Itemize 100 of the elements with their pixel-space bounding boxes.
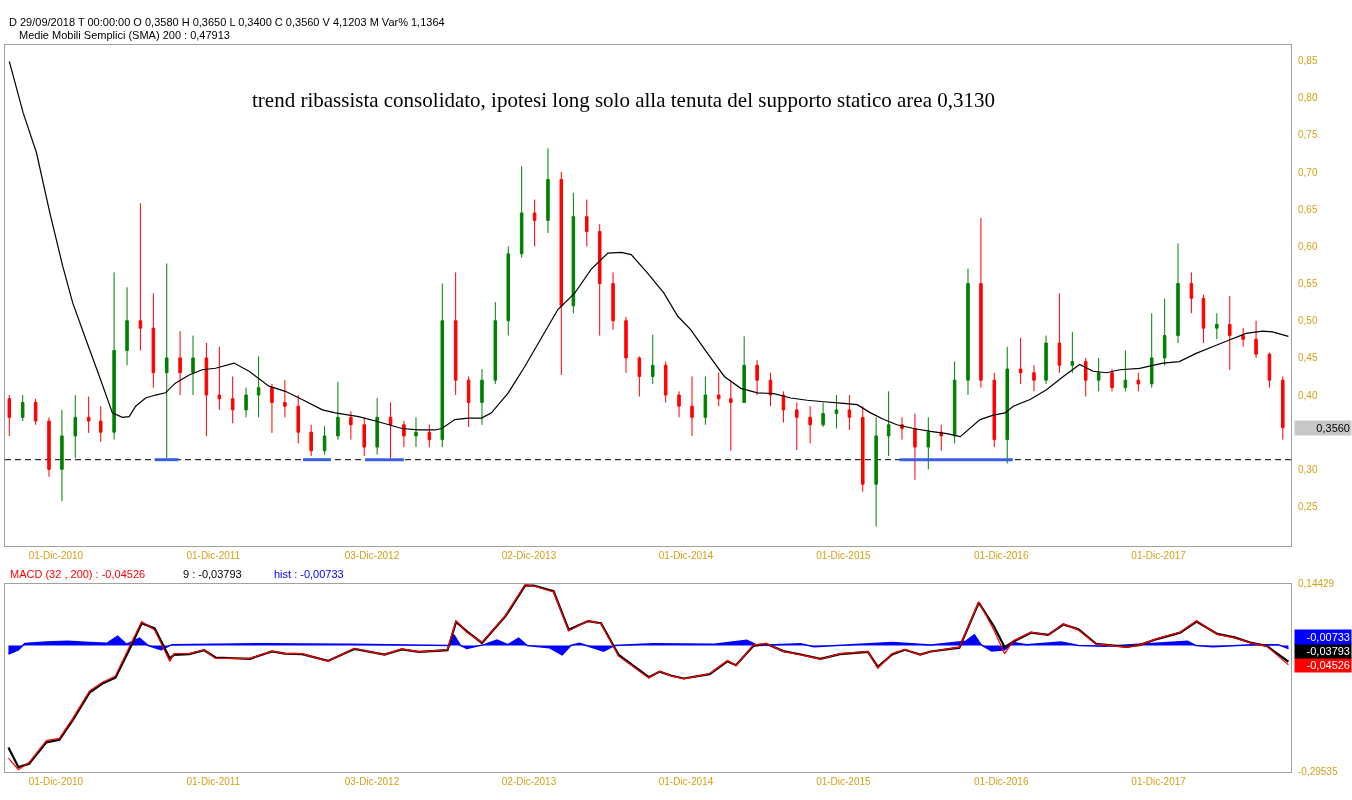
candlestick bbox=[1241, 327, 1245, 348]
candlestick bbox=[73, 394, 78, 459]
candlestick bbox=[611, 271, 615, 331]
y-tick-label: 0,65 bbox=[1298, 203, 1318, 215]
candlestick bbox=[1136, 372, 1141, 392]
candlestick bbox=[1162, 297, 1167, 366]
y-tick-label: 0,70 bbox=[1298, 166, 1318, 178]
x-tick-label: 01-Dic-2015 bbox=[816, 549, 872, 561]
candlestick bbox=[624, 316, 628, 374]
x-tick-label: 01-Dic-2014 bbox=[658, 776, 714, 787]
candlestick bbox=[768, 372, 773, 407]
candlestick bbox=[874, 416, 878, 528]
candlestick bbox=[98, 405, 103, 443]
candlestick bbox=[1057, 292, 1062, 374]
candlestick bbox=[546, 147, 550, 234]
candlestick bbox=[519, 165, 524, 259]
candlestick bbox=[336, 381, 340, 441]
candlestick bbox=[650, 334, 655, 385]
candlestick bbox=[1018, 337, 1023, 385]
candlestick bbox=[47, 416, 51, 478]
candlestick bbox=[256, 355, 261, 418]
candlestick bbox=[453, 271, 458, 396]
y-tick-label: 0,30 bbox=[1298, 463, 1318, 475]
candlestick bbox=[532, 199, 537, 247]
candlestick bbox=[1005, 346, 1009, 464]
y-tick-label: -0,29535 bbox=[1298, 766, 1338, 778]
candlestick bbox=[795, 401, 799, 451]
y-tick-label: 0,80 bbox=[1298, 92, 1318, 104]
y-tick-label: 0,60 bbox=[1298, 240, 1318, 252]
candlestick bbox=[349, 410, 353, 441]
candlestick bbox=[506, 245, 511, 337]
candlestick bbox=[677, 390, 681, 418]
candlestick bbox=[283, 379, 287, 418]
y-tick-label: 0,40 bbox=[1298, 389, 1318, 401]
candlestick bbox=[703, 375, 708, 426]
candlestick bbox=[1254, 320, 1258, 359]
candlestick bbox=[151, 292, 156, 389]
candlestick bbox=[834, 394, 839, 429]
candlestick bbox=[244, 387, 248, 418]
x-tick-label: 01-Dic-2014 bbox=[658, 549, 714, 561]
x-tick-label: 02-Dic-2013 bbox=[501, 549, 557, 561]
candlestick bbox=[913, 413, 917, 481]
y-tick-label: 0,25 bbox=[1298, 501, 1318, 513]
x-tick-label: 03-Dic-2012 bbox=[344, 549, 400, 561]
data-label: -0,03793 bbox=[1306, 645, 1350, 657]
candlestick bbox=[427, 424, 432, 448]
candlestick bbox=[729, 379, 733, 452]
candlestick bbox=[1044, 335, 1048, 385]
y-tick-label: 0,55 bbox=[1298, 278, 1318, 290]
candlestick bbox=[992, 372, 997, 448]
candlestick bbox=[125, 286, 129, 366]
data-label: -0,00733 bbox=[1306, 631, 1350, 643]
candlestick bbox=[597, 223, 602, 337]
candlestick bbox=[1083, 357, 1088, 398]
candlestick bbox=[1070, 331, 1075, 374]
candlestick bbox=[1215, 312, 1219, 340]
x-tick-label: 01-Dic-2011 bbox=[186, 776, 241, 787]
data-label: -0,04526 bbox=[1306, 659, 1350, 671]
x-tick-label: 01-Dic-2011 bbox=[186, 549, 241, 561]
x-tick-label: 01-Dic-2017 bbox=[1131, 549, 1187, 561]
candlestick bbox=[966, 268, 970, 396]
candlestick bbox=[781, 390, 786, 424]
candlestick bbox=[663, 361, 668, 403]
candlestick bbox=[637, 355, 642, 398]
candlestick bbox=[270, 383, 274, 434]
x-tick-label: 01-Dic-2015 bbox=[816, 776, 872, 787]
candlestick bbox=[1227, 295, 1232, 371]
candlestick bbox=[861, 405, 865, 493]
candlestick bbox=[86, 396, 91, 434]
text: Medie Mobili Semplici (SMA) 200 : 0,47913 bbox=[19, 29, 230, 41]
candlestick bbox=[178, 330, 182, 396]
candlestick bbox=[1281, 375, 1285, 441]
y-tick-label: 0,85 bbox=[1298, 55, 1318, 67]
candlestick bbox=[886, 390, 891, 457]
x-tick-label: 01-Dic-2016 bbox=[973, 776, 1029, 787]
y-tick-label: 0,75 bbox=[1298, 129, 1318, 141]
candlestick bbox=[755, 359, 759, 396]
candlestick bbox=[742, 335, 746, 403]
candlestick bbox=[60, 409, 64, 502]
candlestick bbox=[440, 283, 445, 448]
candlestick bbox=[7, 394, 12, 437]
y-tick-label: 0,45 bbox=[1298, 352, 1318, 364]
candlestick bbox=[571, 192, 576, 314]
candlestick bbox=[952, 361, 957, 444]
candlestick bbox=[388, 401, 393, 459]
annotation: trend ribassista consolidato, ipotesi long solo alla tenuta del supporto statico area 0,3130 bbox=[252, 88, 996, 112]
candlestick bbox=[1032, 364, 1036, 392]
candlestick bbox=[926, 416, 931, 470]
line-series bbox=[8, 60, 1290, 438]
x-tick-label: 03-Dic-2012 bbox=[344, 776, 400, 787]
y-tick-label: 0,50 bbox=[1298, 315, 1318, 327]
candlestick bbox=[138, 202, 143, 351]
candlestick bbox=[808, 405, 812, 444]
candlestick bbox=[20, 394, 25, 422]
candlestick bbox=[1189, 271, 1194, 314]
candlestick bbox=[33, 398, 38, 426]
candlestick bbox=[164, 262, 169, 459]
candlestick bbox=[309, 424, 313, 457]
candlestick bbox=[979, 217, 983, 389]
y-tick-label: 0,14429 bbox=[1298, 578, 1335, 590]
